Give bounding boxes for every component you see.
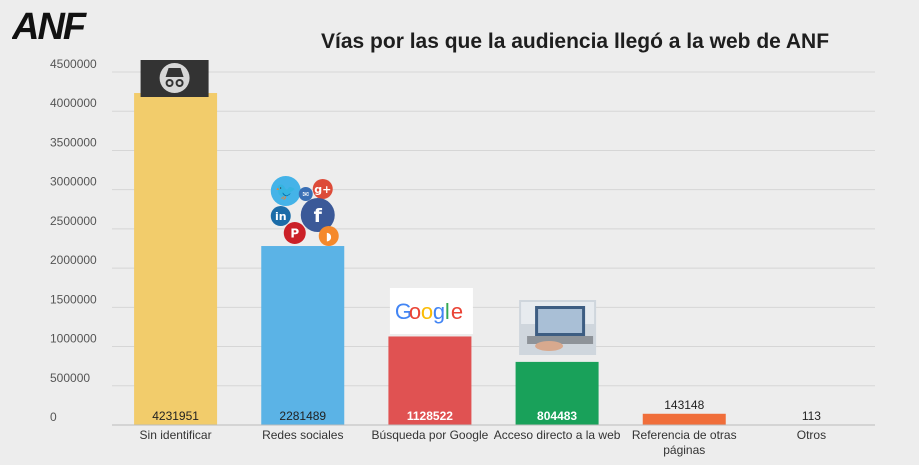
pinterest-icon-glyph: P bbox=[290, 226, 299, 240]
google-plus-icon bbox=[312, 179, 333, 199]
facebook-icon-glyph: f bbox=[314, 205, 323, 227]
bar-icons: 🐦 ✉ g+ in f P ◗ Go o g l e bbox=[140, 60, 597, 355]
laptop-screen-content bbox=[538, 309, 583, 333]
y-tick-label: 3000000 bbox=[50, 175, 97, 189]
facebook-icon bbox=[300, 198, 335, 232]
rss-icon-glyph: ◗ bbox=[326, 230, 332, 243]
y-axis-ticks: 0 500000 1000000 1500000 2000000 2500000 30000… bbox=[50, 57, 97, 424]
google-letter: o bbox=[409, 299, 421, 324]
twitter-icon bbox=[270, 176, 301, 206]
category-label: Referencia de otras bbox=[632, 428, 737, 442]
social-media-icons: 🐦 ✉ g+ in f P ◗ bbox=[270, 176, 339, 246]
linkedin-icon bbox=[270, 206, 291, 226]
google-logo: Go o g l e bbox=[389, 288, 473, 334]
y-tick-label: 4500000 bbox=[50, 57, 97, 71]
anf-logo: ANF bbox=[12, 8, 90, 44]
category-label: Búsqueda por Google bbox=[372, 428, 489, 442]
y-tick-label: 1500000 bbox=[50, 292, 97, 306]
bar bbox=[261, 246, 345, 425]
laptop-keyboard bbox=[527, 336, 594, 344]
google-letter: l bbox=[445, 299, 450, 324]
y-tick-label: 2000000 bbox=[50, 253, 97, 267]
category-label: Redes sociales bbox=[262, 428, 343, 442]
y-tick-label: 4000000 bbox=[50, 96, 97, 110]
chart-title: Vías por las que la audiencia llegó a la… bbox=[321, 30, 830, 53]
bar bbox=[134, 93, 218, 426]
y-tick-label: 500000 bbox=[50, 371, 90, 385]
linkedin-icon-glyph: in bbox=[275, 210, 287, 223]
hand bbox=[535, 341, 564, 351]
hat-shape bbox=[165, 68, 184, 77]
y-tick-label: 2500000 bbox=[50, 214, 97, 228]
bar bbox=[642, 413, 726, 425]
glasses-right bbox=[175, 79, 184, 87]
category-label: Otros bbox=[797, 428, 826, 442]
data-label: 804483 bbox=[537, 409, 577, 423]
gridlines bbox=[112, 71, 875, 387]
google-letter: g bbox=[433, 299, 445, 324]
category-label: Sin identificar bbox=[140, 428, 212, 442]
data-label: 2281489 bbox=[279, 409, 326, 423]
category-label: páginas bbox=[663, 443, 705, 457]
bar bbox=[388, 336, 472, 425]
bars bbox=[134, 93, 853, 426]
y-tick-label: 3500000 bbox=[50, 135, 97, 149]
y-tick-label: 0 bbox=[50, 410, 57, 424]
incognito-circle bbox=[159, 63, 190, 93]
glasses-left bbox=[165, 79, 174, 87]
google-plus-icon-glyph: g+ bbox=[314, 183, 331, 196]
data-label: 113 bbox=[802, 409, 821, 423]
category-label: Acceso directo a la web bbox=[494, 428, 621, 442]
twitter-icon-glyph: 🐦 bbox=[275, 182, 296, 202]
email-icon bbox=[298, 187, 313, 201]
google-letter: o bbox=[421, 299, 433, 324]
google-letter: e bbox=[451, 299, 463, 324]
x-axis-categories: Sin identificar Redes sociales Búsqueda po… bbox=[140, 428, 827, 457]
rss-icon bbox=[318, 226, 339, 246]
data-label: 143148 bbox=[664, 398, 704, 412]
data-labels: 4231951 2281489 1128522 804483 143148 113 bbox=[152, 398, 821, 423]
pinterest-icon bbox=[283, 222, 306, 244]
y-tick-label: 1000000 bbox=[50, 332, 97, 346]
google-letter: G bbox=[395, 299, 412, 324]
email-icon-glyph: ✉ bbox=[302, 190, 309, 199]
incognito-icon bbox=[140, 60, 209, 97]
data-label: 4231951 bbox=[152, 409, 199, 423]
bar bbox=[515, 361, 599, 425]
anf-logo-text: ANF bbox=[12, 8, 88, 44]
google-logo-bg bbox=[389, 288, 473, 334]
data-label: 1128522 bbox=[407, 409, 453, 423]
laptop-photo bbox=[519, 300, 597, 355]
